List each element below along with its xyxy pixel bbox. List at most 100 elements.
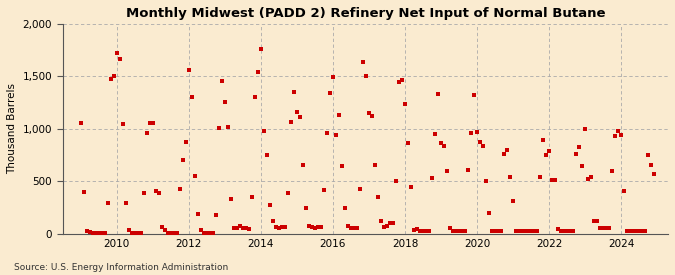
Point bbox=[153, 191, 164, 195]
Point bbox=[265, 202, 275, 207]
Point bbox=[201, 231, 212, 235]
Point bbox=[484, 211, 495, 215]
Point bbox=[195, 227, 206, 232]
Point bbox=[381, 223, 392, 228]
Point bbox=[105, 76, 116, 81]
Point bbox=[300, 205, 311, 210]
Point bbox=[90, 231, 101, 235]
Point bbox=[288, 90, 299, 94]
Point bbox=[319, 188, 329, 192]
Point bbox=[219, 99, 230, 104]
Point bbox=[129, 231, 140, 235]
Point bbox=[244, 227, 254, 231]
Point bbox=[439, 144, 450, 148]
Point bbox=[211, 213, 221, 217]
Point bbox=[441, 169, 452, 173]
Point bbox=[387, 221, 398, 226]
Point bbox=[234, 223, 245, 228]
Point bbox=[327, 75, 338, 80]
Point bbox=[468, 93, 479, 98]
Point bbox=[535, 175, 545, 179]
Point bbox=[249, 95, 260, 100]
Point bbox=[538, 138, 549, 143]
Point bbox=[174, 186, 185, 191]
Point bbox=[466, 131, 477, 135]
Point bbox=[547, 178, 558, 183]
Point bbox=[414, 229, 425, 233]
Point bbox=[342, 223, 353, 228]
Point bbox=[499, 152, 510, 156]
Point bbox=[81, 229, 92, 233]
Point bbox=[516, 229, 527, 233]
Point bbox=[279, 224, 290, 229]
Point bbox=[607, 169, 618, 173]
Point bbox=[424, 229, 435, 233]
Point bbox=[505, 175, 516, 179]
Point bbox=[207, 231, 218, 235]
Point bbox=[634, 229, 645, 233]
Point bbox=[631, 229, 642, 233]
Point bbox=[559, 229, 570, 233]
Point bbox=[406, 185, 416, 189]
Point bbox=[87, 231, 98, 235]
Point bbox=[595, 226, 605, 230]
Point bbox=[601, 226, 612, 230]
Point bbox=[352, 226, 362, 230]
Y-axis label: Thousand Barrels: Thousand Barrels bbox=[7, 83, 17, 174]
Point bbox=[120, 201, 131, 206]
Point bbox=[643, 153, 653, 157]
Point bbox=[367, 114, 377, 119]
Point bbox=[396, 77, 407, 82]
Point bbox=[186, 95, 197, 100]
Point bbox=[478, 144, 489, 148]
Point bbox=[369, 163, 380, 167]
Point bbox=[138, 191, 149, 195]
Point bbox=[111, 51, 122, 56]
Point bbox=[246, 195, 257, 199]
Point bbox=[610, 134, 620, 139]
Point bbox=[435, 140, 446, 145]
Point bbox=[306, 224, 317, 229]
Point bbox=[571, 152, 582, 156]
Point bbox=[192, 212, 203, 216]
Point bbox=[529, 229, 539, 233]
Text: Source: U.S. Energy Information Administration: Source: U.S. Energy Information Administ… bbox=[14, 263, 227, 272]
Point bbox=[400, 101, 410, 106]
Point bbox=[141, 131, 152, 135]
Point bbox=[97, 231, 107, 235]
Point bbox=[304, 223, 315, 228]
Point bbox=[589, 219, 599, 224]
Point bbox=[553, 227, 564, 231]
Point bbox=[481, 179, 491, 184]
Point bbox=[514, 229, 524, 233]
Point bbox=[421, 229, 431, 233]
Point bbox=[522, 229, 533, 233]
Point bbox=[451, 229, 462, 233]
Point bbox=[549, 178, 560, 183]
Point bbox=[75, 120, 86, 125]
Point bbox=[276, 224, 287, 229]
Point bbox=[180, 139, 191, 144]
Point bbox=[640, 229, 651, 233]
Point bbox=[360, 74, 371, 79]
Point bbox=[454, 229, 464, 233]
Point bbox=[418, 229, 429, 233]
Point bbox=[292, 110, 302, 114]
Point bbox=[189, 174, 200, 178]
Point bbox=[541, 153, 551, 157]
Point bbox=[126, 231, 137, 235]
Point bbox=[448, 229, 458, 233]
Point bbox=[198, 231, 209, 235]
Point bbox=[520, 229, 531, 233]
Point bbox=[385, 221, 396, 226]
Point bbox=[475, 139, 485, 144]
Point bbox=[616, 133, 626, 138]
Point bbox=[156, 224, 167, 229]
Point bbox=[151, 189, 161, 193]
Point bbox=[364, 111, 375, 116]
Point bbox=[456, 229, 467, 233]
Point bbox=[159, 227, 170, 232]
Point bbox=[487, 229, 497, 233]
Point bbox=[147, 120, 158, 125]
Point bbox=[333, 113, 344, 117]
